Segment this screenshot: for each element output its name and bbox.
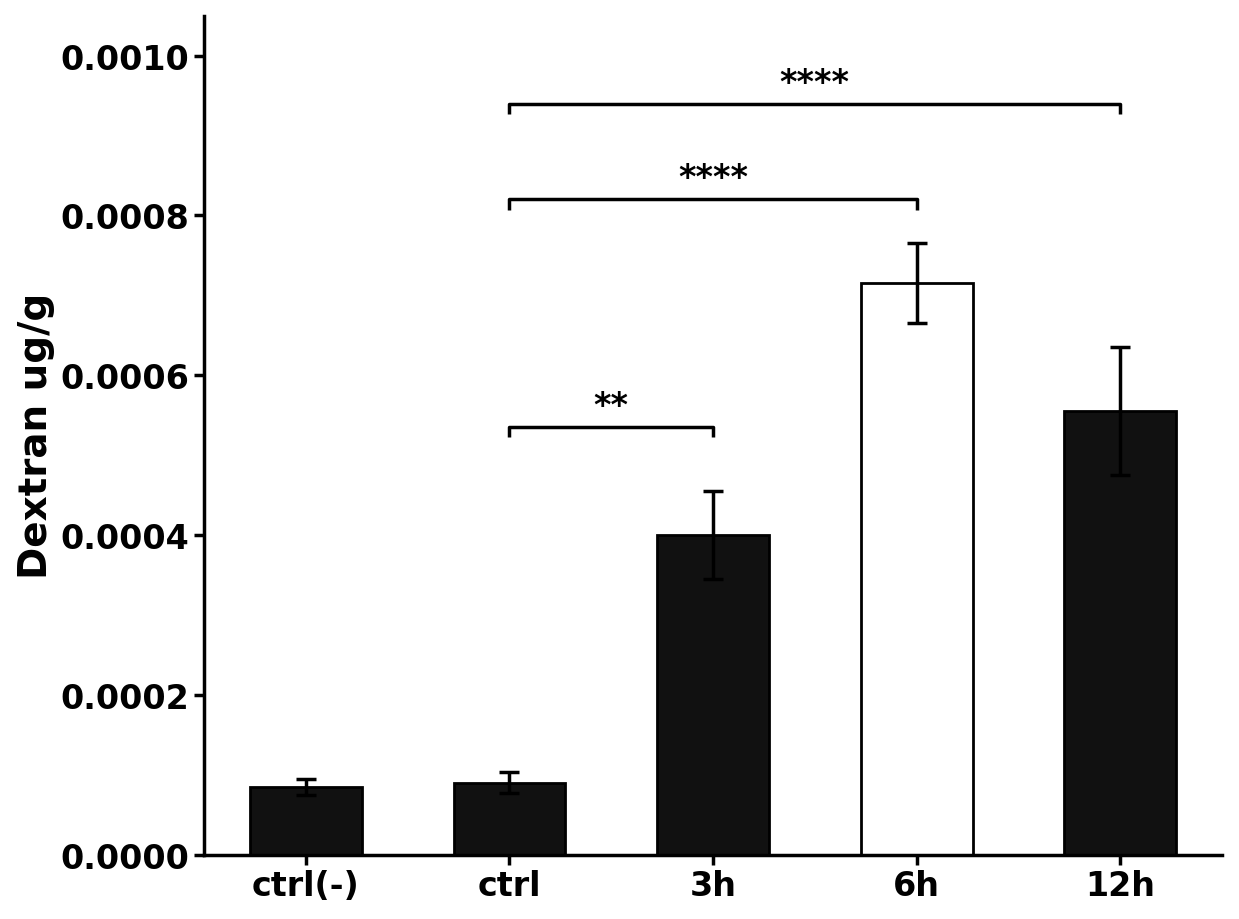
Text: ****: ****: [779, 66, 850, 99]
Text: **: **: [593, 390, 628, 423]
Bar: [861, 284, 973, 855]
Y-axis label: Dextran ug/g: Dextran ug/g: [16, 293, 55, 579]
Text: ****: ****: [678, 163, 748, 195]
Bar: [1064, 412, 1176, 855]
Bar: [453, 783, 565, 855]
Bar: [250, 787, 362, 855]
Bar: [657, 536, 769, 855]
